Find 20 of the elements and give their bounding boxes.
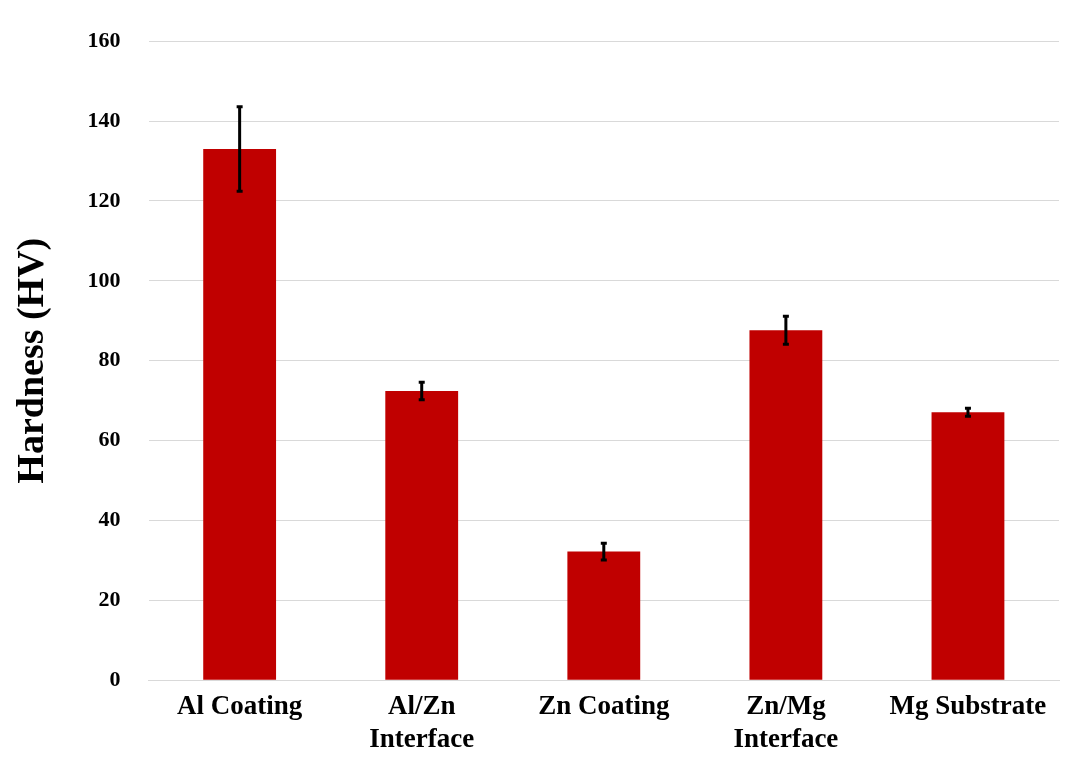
y-tick-label: 60 (98, 426, 121, 452)
y-tick-label: 80 (98, 346, 121, 372)
y-tick-label: 40 (98, 506, 121, 532)
y-tick-label: 0 (109, 665, 121, 691)
bar (931, 412, 1005, 680)
y-tick-label: 120 (87, 186, 121, 212)
y-tick-label: 160 (87, 26, 121, 52)
bar (385, 391, 459, 680)
bar (749, 330, 823, 680)
bar (567, 551, 641, 680)
x-tick-label: Zn Coating (538, 690, 670, 721)
bar (203, 149, 277, 680)
y-tick-label: 20 (98, 586, 121, 612)
y-axis-title: Hardness (HV) (8, 237, 52, 484)
x-tick-label: Al/Zn Interface (369, 690, 475, 753)
x-tick-label: Al Coating (177, 690, 303, 721)
x-tick-label: Zn/Mg Interface (733, 690, 839, 753)
y-tick-label: 100 (87, 266, 121, 292)
x-tick-label: Mg Substrate (889, 690, 1047, 721)
y-tick-label: 140 (87, 106, 121, 132)
